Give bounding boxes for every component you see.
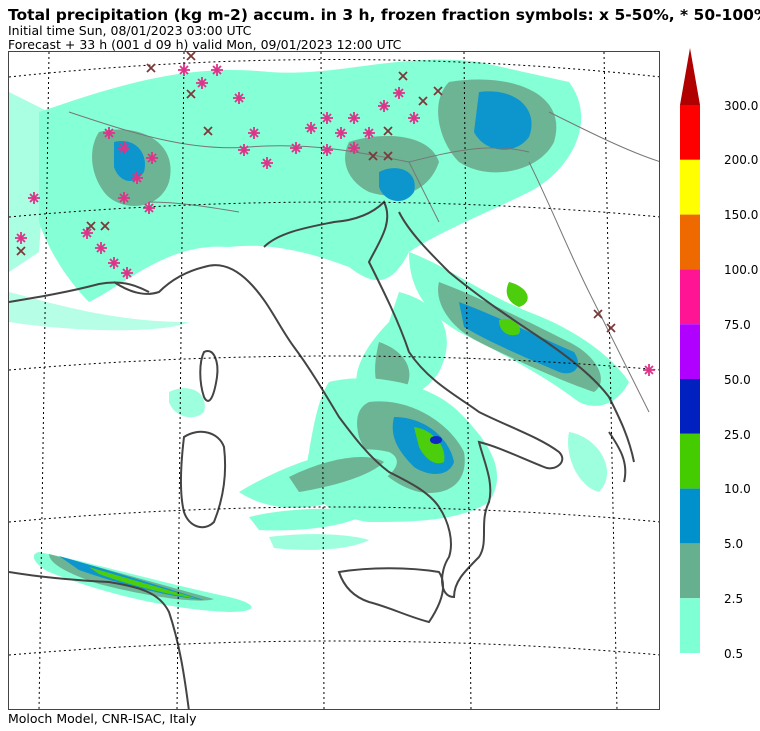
color-legend: 300.0 200.0 150.0 100.0 75.0 50.0 25.0 1… (678, 48, 760, 661)
legend-label: 5.0 (724, 537, 744, 551)
legend-swatch-75 (680, 324, 700, 379)
map-title: Total precipitation (kg m-2) accum. in 3… (8, 6, 760, 24)
legend-label: 2.5 (724, 592, 744, 606)
legend-swatch-50 (680, 379, 700, 434)
legend-label: 100.0 (724, 263, 759, 277)
legend-label: 150.0 (724, 208, 759, 222)
lat-lon-grid (9, 52, 659, 709)
legend-label: 25.0 (724, 428, 751, 442)
legend-swatch-100 (680, 269, 700, 325)
precipitation-fields (9, 59, 629, 612)
mixed-symbols (16, 52, 616, 333)
legend-swatch-10 (680, 488, 700, 544)
coastlines (9, 200, 635, 709)
legend-label: 50.0 (724, 373, 751, 387)
legend-arrow-icon (680, 48, 700, 105)
legend-label: 200.0 (724, 153, 759, 167)
legend-swatch-25 (680, 433, 700, 489)
legend-label: 0.5 (724, 647, 744, 661)
legend-label: 300.0 (724, 99, 759, 113)
precipitation-map (8, 51, 660, 710)
legend-swatch-5 (680, 543, 700, 599)
legend-colorbar (680, 48, 700, 653)
legend-label: 75.0 (724, 318, 751, 332)
legend-swatch-200 (680, 159, 700, 215)
legend-label: 10.0 (724, 482, 751, 496)
initial-time: Initial time Sun, 08/01/2023 03:00 UTC (8, 23, 252, 38)
legend-swatch-300 (680, 105, 700, 160)
country-borders (68, 111, 659, 413)
map-canvas (9, 52, 659, 709)
legend-swatch-2-5 (680, 598, 700, 653)
snow-symbols (15, 64, 655, 376)
forecast-time: Forecast + 33 h (001 d 09 h) valid Mon, … (8, 37, 402, 52)
legend-swatch-150 (680, 214, 700, 270)
model-credit: Moloch Model, CNR-ISAC, Italy (8, 711, 197, 726)
